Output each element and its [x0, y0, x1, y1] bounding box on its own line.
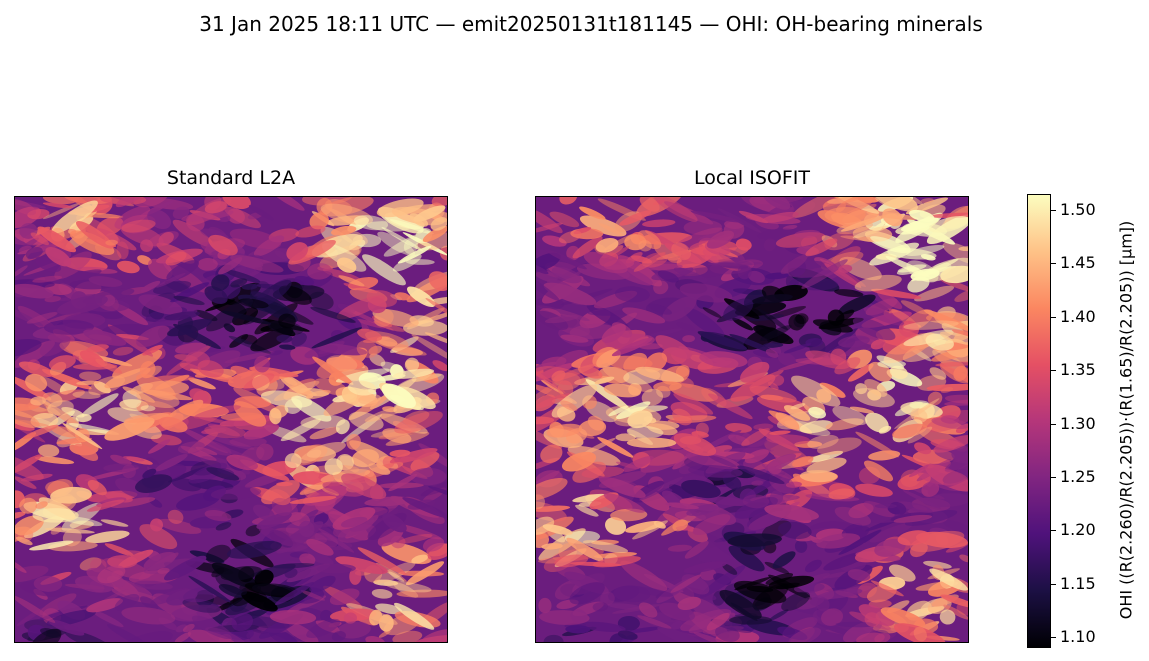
colorbar-tick-label: 1.15 — [1060, 574, 1096, 593]
panel-title-standard-l2a: Standard L2A — [166, 167, 296, 189]
local-isofit-image — [535, 196, 969, 643]
colorbar-tick — [1051, 530, 1056, 531]
colorbar-tick-label: 1.25 — [1060, 467, 1096, 486]
colorbar-tick — [1051, 210, 1056, 211]
colorbar-tick — [1051, 477, 1056, 478]
colorbar-tick-label: 1.30 — [1060, 414, 1096, 433]
figure-title: 31 Jan 2025 18:11 UTC — emit20250131t181… — [199, 12, 983, 36]
colorbar-tick-label: 1.40 — [1060, 307, 1096, 326]
colorbar-label-text: OHI ((R(2.260)/R(2.205))·(R(1.65)/R(2.20… — [1116, 220, 1136, 620]
colorbar-tick-label: 1.20 — [1060, 520, 1096, 539]
local-isofit-heatmap — [536, 197, 968, 642]
colorbar-tick — [1051, 584, 1056, 585]
panel-title-local-isofit: Local ISOFIT — [693, 167, 811, 189]
colorbar-tick-label: 1.35 — [1060, 360, 1096, 379]
colorbar-tick — [1051, 370, 1056, 371]
colorbar-tick — [1051, 424, 1056, 425]
colorbar-tick-label: 1.50 — [1060, 200, 1096, 219]
colorbar-tick — [1051, 263, 1056, 264]
colorbar — [1027, 194, 1051, 648]
standard-l2a-image — [14, 196, 448, 643]
colorbar-tick — [1051, 317, 1056, 318]
standard-l2a-heatmap — [15, 197, 447, 642]
colorbar-tick-label: 1.45 — [1060, 253, 1096, 272]
colorbar-tick — [1051, 637, 1056, 638]
colorbar-tick-label: 1.10 — [1060, 627, 1096, 646]
